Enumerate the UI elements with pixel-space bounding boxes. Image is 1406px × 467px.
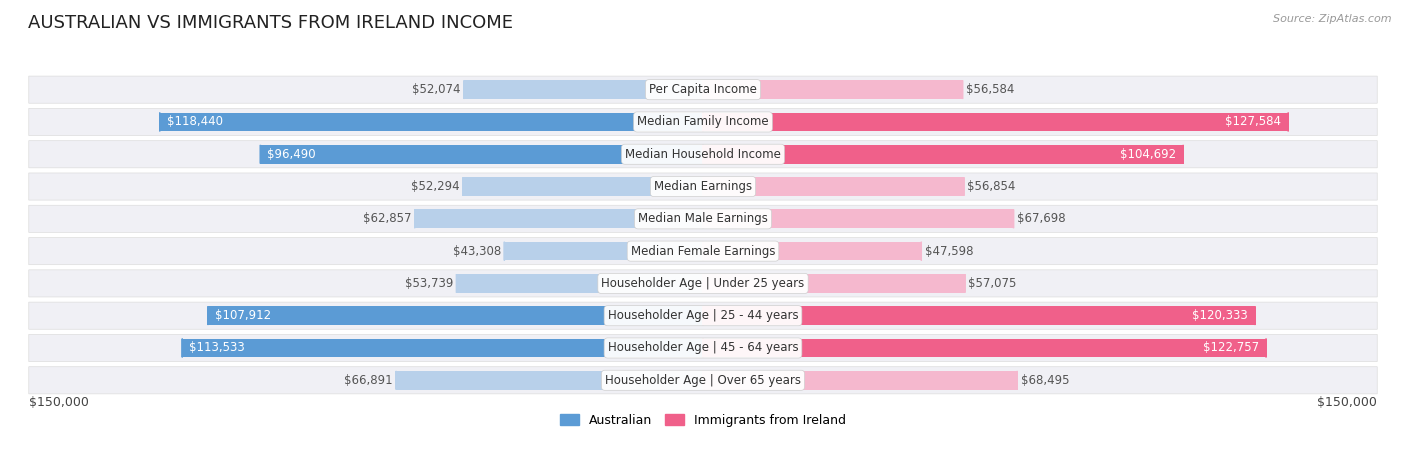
Bar [703,210,1014,228]
Text: $67,698: $67,698 [1017,212,1066,225]
Bar [703,339,1265,357]
Bar [703,306,1256,325]
Bar [703,113,1288,131]
Text: $122,757: $122,757 [1204,341,1260,354]
FancyBboxPatch shape [28,270,1378,297]
Bar [260,145,703,163]
Text: $47,598: $47,598 [925,245,973,258]
Bar [396,371,703,389]
Text: $57,075: $57,075 [969,277,1017,290]
Bar [703,242,921,261]
FancyBboxPatch shape [28,76,1378,103]
Bar [703,177,963,196]
Text: $52,294: $52,294 [411,180,460,193]
Text: $107,912: $107,912 [215,309,271,322]
FancyBboxPatch shape [28,108,1378,135]
Text: Median Earnings: Median Earnings [654,180,752,193]
Bar [457,274,703,293]
Text: $53,739: $53,739 [405,277,453,290]
Text: $56,854: $56,854 [967,180,1015,193]
FancyBboxPatch shape [28,205,1378,233]
FancyBboxPatch shape [28,334,1378,361]
Text: $96,490: $96,490 [267,148,316,161]
FancyBboxPatch shape [28,302,1378,329]
Text: Median Female Earnings: Median Female Earnings [631,245,775,258]
Text: $127,584: $127,584 [1225,115,1281,128]
Text: Householder Age | 45 - 64 years: Householder Age | 45 - 64 years [607,341,799,354]
Bar [415,210,703,228]
FancyBboxPatch shape [28,173,1378,200]
Text: $150,000: $150,000 [28,396,89,410]
Bar [703,80,963,99]
Text: Householder Age | Under 25 years: Householder Age | Under 25 years [602,277,804,290]
Text: AUSTRALIAN VS IMMIGRANTS FROM IRELAND INCOME: AUSTRALIAN VS IMMIGRANTS FROM IRELAND IN… [28,14,513,32]
Text: Source: ZipAtlas.com: Source: ZipAtlas.com [1274,14,1392,24]
Bar [703,145,1184,163]
Text: $118,440: $118,440 [167,115,222,128]
Text: Median Male Earnings: Median Male Earnings [638,212,768,225]
Text: $68,495: $68,495 [1021,374,1069,387]
Text: $62,857: $62,857 [363,212,412,225]
Text: $56,584: $56,584 [966,83,1014,96]
FancyBboxPatch shape [28,367,1378,394]
Text: $66,891: $66,891 [344,374,392,387]
Bar [208,306,703,325]
Text: Median Household Income: Median Household Income [626,148,780,161]
Text: Median Family Income: Median Family Income [637,115,769,128]
Text: Householder Age | 25 - 44 years: Householder Age | 25 - 44 years [607,309,799,322]
Text: $43,308: $43,308 [453,245,501,258]
FancyBboxPatch shape [28,141,1378,168]
Bar [183,339,703,357]
Text: $120,333: $120,333 [1192,309,1249,322]
Text: Householder Age | Over 65 years: Householder Age | Over 65 years [605,374,801,387]
Bar [160,113,703,131]
Bar [463,177,703,196]
Text: $52,074: $52,074 [412,83,461,96]
Text: $113,533: $113,533 [190,341,245,354]
Text: $104,692: $104,692 [1121,148,1177,161]
Bar [703,371,1017,389]
FancyBboxPatch shape [28,238,1378,265]
Text: Per Capita Income: Per Capita Income [650,83,756,96]
Legend: Australian, Immigrants from Ireland: Australian, Immigrants from Ireland [555,409,851,432]
Text: $150,000: $150,000 [1317,396,1378,410]
Bar [703,274,965,293]
Bar [505,242,703,261]
Bar [464,80,703,99]
